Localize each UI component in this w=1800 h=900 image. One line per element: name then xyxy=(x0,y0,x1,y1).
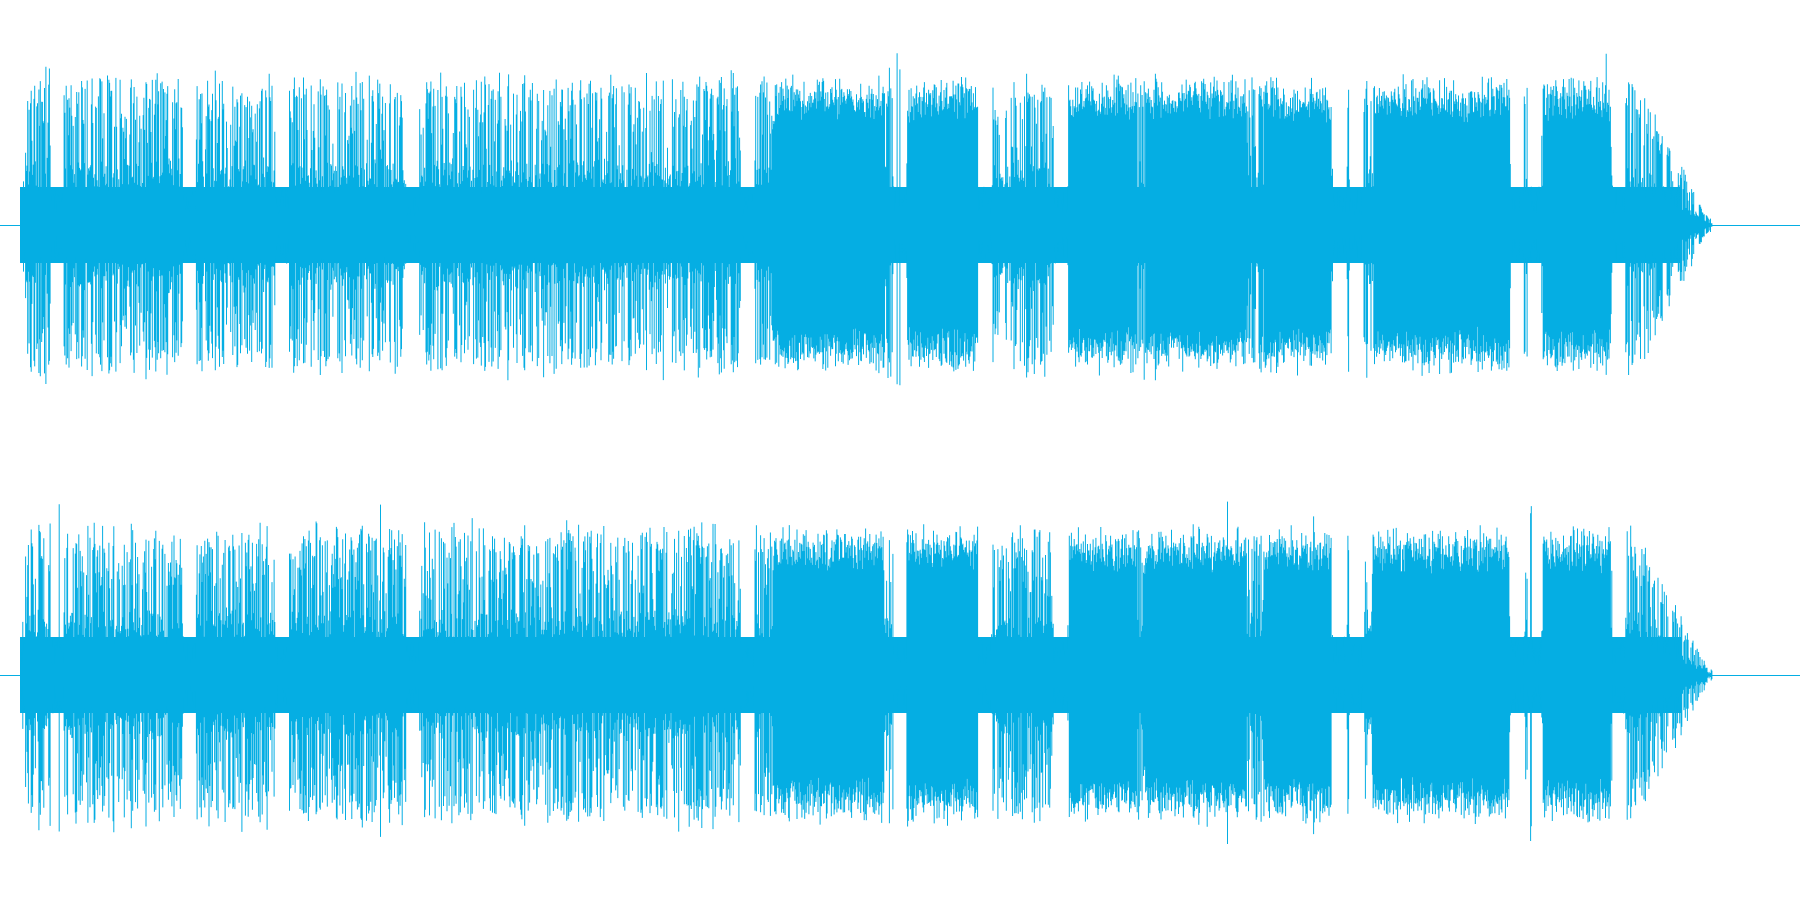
waveform-trace xyxy=(20,501,1713,844)
waveform-trace xyxy=(20,53,1713,386)
waveform-channel-1 xyxy=(0,53,1800,386)
waveform-channel-2 xyxy=(0,501,1800,844)
